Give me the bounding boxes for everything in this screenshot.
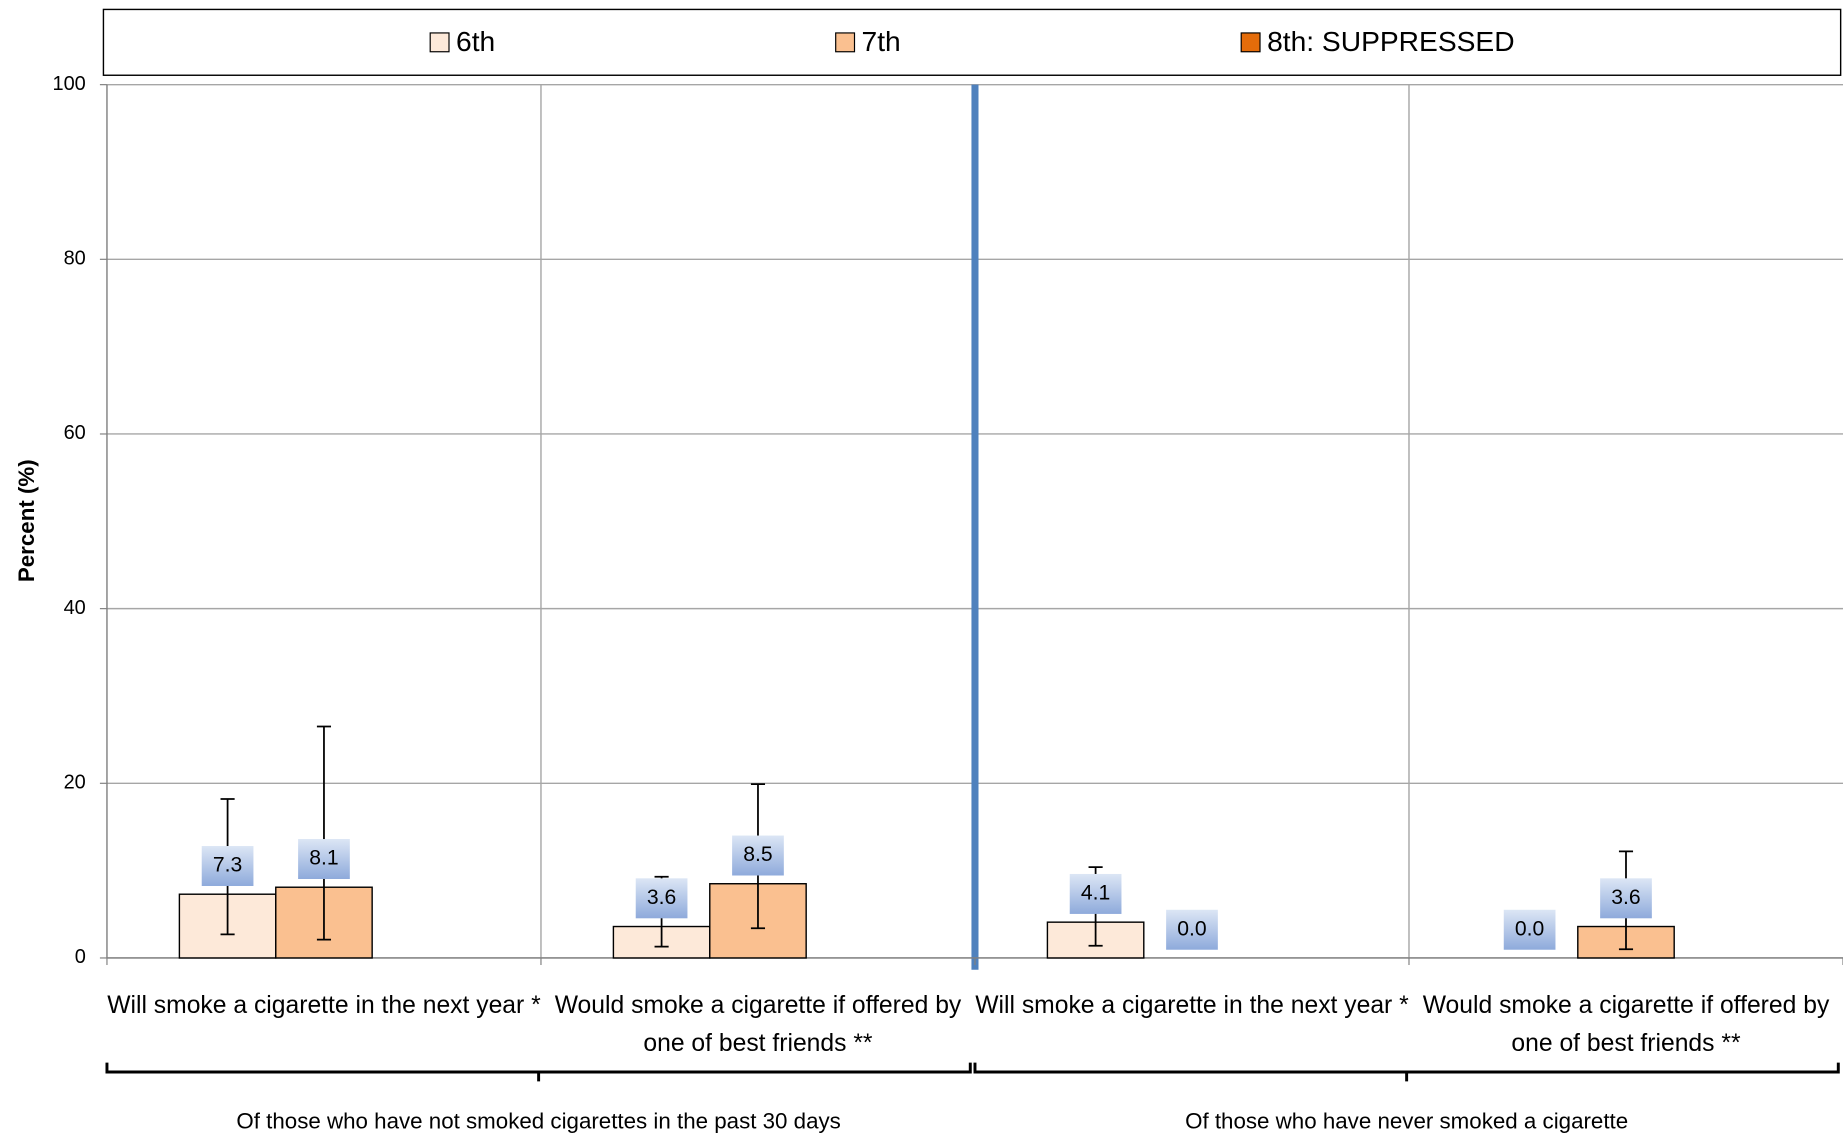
legend-swatch <box>835 32 856 53</box>
group-label: Of those who have never smoked a cigaret… <box>1185 1108 1628 1133</box>
y-tick-label: 80 <box>64 248 86 270</box>
data-label: 0.0 <box>1515 917 1544 940</box>
data-label: 8.5 <box>743 843 772 866</box>
y-tick-label: 40 <box>64 597 86 619</box>
y-tick-label: 60 <box>64 422 86 444</box>
data-label-box <box>732 835 784 876</box>
y-axis-label: Percent (%) <box>14 459 39 582</box>
legend-label: 7th <box>862 25 901 57</box>
y-tick-label: 100 <box>52 73 85 95</box>
x-tick-label-box: Would smoke a cigarette if offered by on… <box>1422 992 1830 1057</box>
data-label-box <box>1166 909 1218 950</box>
data-label-box <box>635 878 688 919</box>
legend-swatch <box>429 32 450 53</box>
x-tick-label-box: Would smoke a cigarette if offered by on… <box>554 992 962 1057</box>
data-label-box <box>201 846 254 886</box>
x-tick-label-box: Will smoke a cigarette in the next year … <box>975 992 1409 1020</box>
legend-label: 8th: SUPPRESSED <box>1267 25 1515 57</box>
x-tick-label: Will smoke a cigarette in the next year … <box>975 992 1409 1020</box>
data-label-box <box>1600 878 1652 919</box>
legend-box <box>102 8 1842 76</box>
x-tick-label: Would smoke a cigarette if offered by on… <box>1422 992 1830 1057</box>
data-label: 7.3 <box>213 854 242 877</box>
error-bar <box>316 725 332 941</box>
group-bracket <box>105 1062 972 1082</box>
data-label-box <box>298 839 350 879</box>
legend-label: 6th <box>456 25 495 57</box>
data-label-box <box>1069 873 1122 914</box>
data-label: 8.1 <box>309 847 338 870</box>
data-label: 0.0 <box>1177 917 1206 940</box>
data-label: 3.6 <box>647 886 676 909</box>
y-tick-label: 0 <box>75 946 86 968</box>
data-label-box <box>1503 909 1556 950</box>
data-label: 4.1 <box>1081 882 1110 905</box>
group-label: Of those who have not smoked cigarettes … <box>236 1108 840 1133</box>
x-tick-label-box: Will smoke a cigarette in the next year … <box>107 992 541 1020</box>
group-bracket <box>973 1062 1840 1082</box>
y-tick-label: 20 <box>64 772 86 794</box>
x-tick-label: Would smoke a cigarette if offered by on… <box>554 992 962 1057</box>
legend-swatch <box>1240 32 1261 53</box>
x-tick-label: Will smoke a cigarette in the next year … <box>107 992 541 1020</box>
data-label: 3.6 <box>1611 886 1640 909</box>
